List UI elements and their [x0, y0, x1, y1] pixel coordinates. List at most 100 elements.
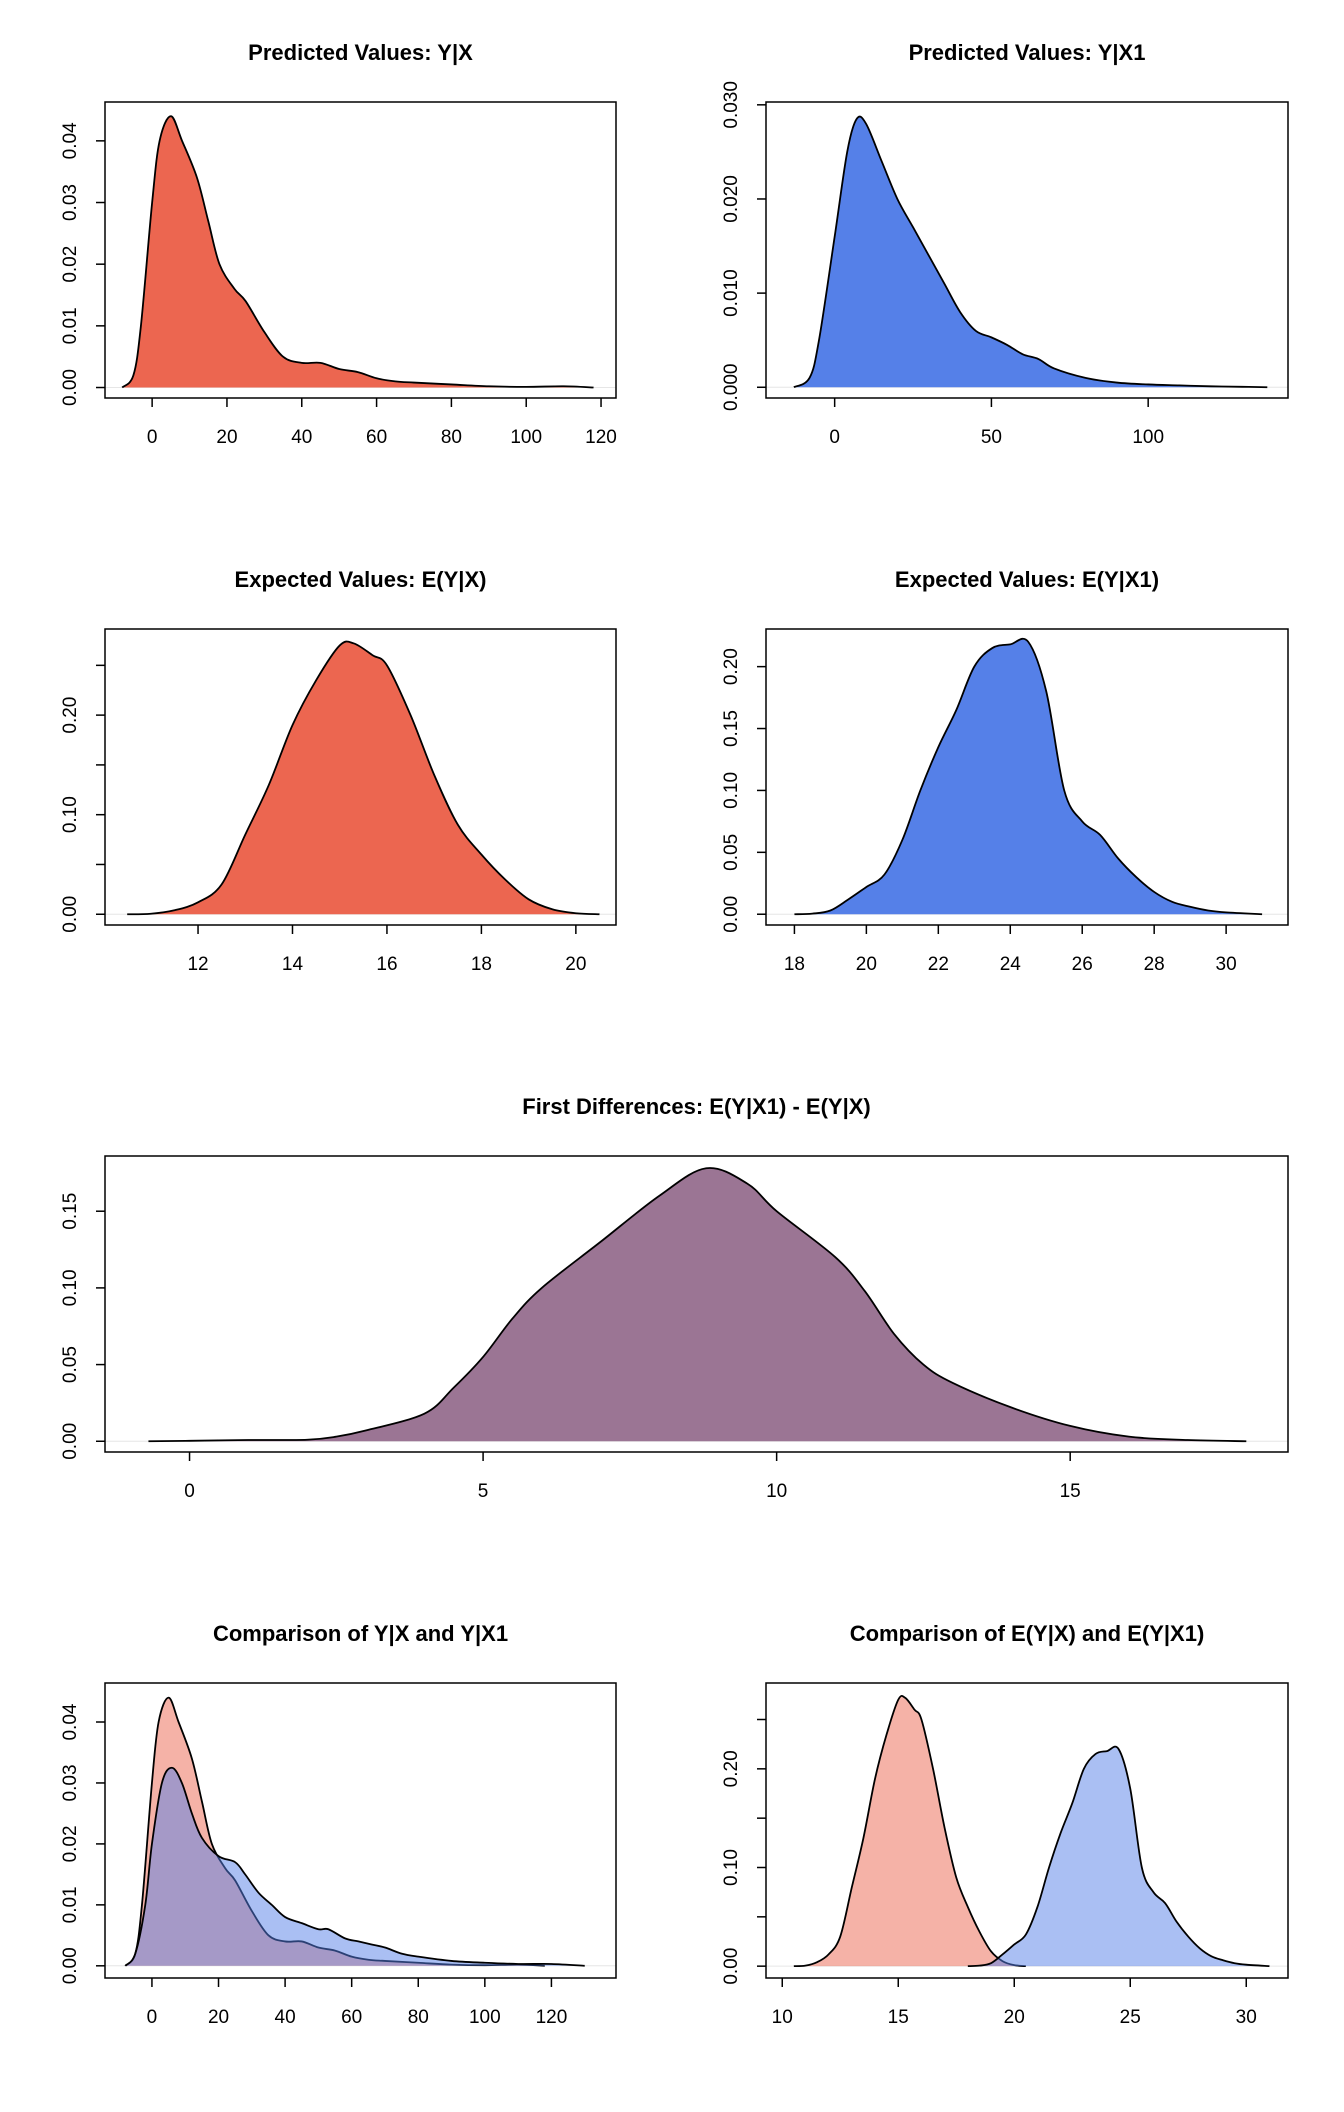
density-line	[793, 115, 1268, 389]
y-tick-label: 0.20	[60, 697, 81, 734]
density-area	[127, 641, 600, 915]
y-tick-label: 0.10	[60, 1269, 81, 1306]
density-line	[124, 1766, 585, 1967]
x-tick-label: 5	[478, 1481, 489, 1502]
plot-box	[104, 628, 617, 926]
x-tick-label: 20	[856, 954, 877, 975]
chart-title: Expected Values: E(Y|X1)	[895, 567, 1159, 592]
density-area	[148, 1168, 1247, 1442]
chart-title: Expected Values: E(Y|X)	[235, 567, 487, 592]
x-tick-label: 50	[981, 427, 1002, 448]
y-tick-label: 0.15	[721, 710, 742, 747]
x-tick-label: 15	[1060, 1481, 1081, 1502]
x-tick-label: 100	[510, 427, 542, 448]
x-tick-label: 10	[766, 1481, 787, 1502]
x-tick-label: 20	[208, 2007, 229, 2028]
x-tick-label: 14	[282, 954, 304, 975]
x-tick-label: 20	[565, 954, 586, 975]
density-line	[121, 115, 594, 389]
y-tick-label: 0.03	[60, 1764, 81, 1801]
y-tick-label: 0.05	[60, 1346, 81, 1383]
x-tick-label: 16	[376, 954, 397, 975]
plot-box	[765, 1682, 1289, 1979]
x-tick-label: 0	[147, 2007, 158, 2028]
chart-title: Predicted Values: Y|X	[248, 40, 473, 65]
density-line	[967, 1745, 1270, 1968]
density-area	[122, 116, 594, 388]
x-tick-label: 60	[341, 2007, 362, 2028]
x-tick-label: 0	[184, 1481, 195, 1502]
x-tick-label: 0	[147, 427, 158, 448]
y-tick-label: 0.030	[721, 81, 742, 129]
x-tick-label: 26	[1072, 954, 1093, 975]
x-tick-label: 18	[784, 954, 805, 975]
y-tick-label: 0.00	[721, 896, 742, 933]
y-tick-label: 0.00	[60, 896, 81, 933]
x-tick-label: 80	[408, 2007, 429, 2028]
panel: Expected Values: E(Y|X1) 18 20 22 24 26 28 30 0.…	[721, 567, 1289, 975]
y-tick-label: 0.02	[60, 1825, 81, 1862]
x-tick-label: 100	[1132, 427, 1164, 448]
y-tick-label: 0.01	[60, 1886, 81, 1923]
density-line	[793, 1695, 1026, 1968]
y-tick-label: 0.04	[60, 122, 81, 159]
x-tick-label: 40	[275, 2007, 296, 2028]
x-tick-label: 10	[772, 2007, 793, 2028]
y-tick-label: 0.00	[60, 1947, 81, 1984]
y-tick-label: 0.02	[60, 246, 81, 283]
plot-box	[104, 1682, 617, 1979]
x-tick-label: 28	[1144, 954, 1165, 975]
x-tick-label: 15	[888, 2007, 909, 2028]
y-tick-label: 0.10	[60, 796, 81, 833]
y-tick-label: 0.10	[721, 1849, 742, 1886]
x-tick-label: 18	[471, 954, 492, 975]
density-area	[125, 1767, 585, 1966]
x-tick-label: 40	[291, 427, 312, 448]
plot-box	[104, 1155, 1289, 1453]
x-tick-label: 20	[1004, 2007, 1025, 2028]
panel: Predicted Values: Y|X1 0 50 100 0.000 0.010 0.…	[721, 40, 1289, 448]
chart-title: Comparison of Y|X and Y|X1	[213, 1621, 508, 1646]
y-tick-label: 0.04	[60, 1703, 81, 1740]
density-line	[127, 640, 600, 916]
panel: Comparison of Y|X and Y|X1 0 20 40 60 80 100 12…	[60, 1621, 617, 2028]
y-tick-label: 0.01	[60, 307, 81, 344]
density-area	[967, 1746, 1270, 1967]
panel: Expected Values: E(Y|X) 12 14 16 18 20 0.00 0.1…	[60, 567, 617, 975]
density-area	[793, 116, 1268, 388]
x-tick-label: 30	[1216, 954, 1237, 975]
panel: Comparison of E(Y|X) and E(Y|X1) 10 15 20 25…	[721, 1621, 1289, 2028]
plot-box	[765, 628, 1289, 926]
density-area	[793, 1695, 1026, 1967]
y-tick-label: 0.010	[721, 269, 742, 317]
x-tick-label: 60	[366, 427, 387, 448]
x-tick-label: 120	[585, 427, 617, 448]
y-tick-label: 0.00	[721, 1948, 742, 1985]
y-tick-label: 0.03	[60, 184, 81, 221]
x-tick-label: 25	[1120, 2007, 1141, 2028]
x-tick-label: 22	[928, 954, 949, 975]
panel: First Differences: E(Y|X1) - E(Y|X) 0 5 10 1…	[60, 1094, 1289, 1502]
chart-title: Predicted Values: Y|X1	[909, 40, 1146, 65]
x-tick-label: 30	[1236, 2007, 1257, 2028]
x-tick-label: 100	[469, 2007, 501, 2028]
y-tick-label: 0.020	[721, 175, 742, 223]
y-tick-label: 0.20	[721, 648, 742, 685]
x-tick-label: 20	[216, 427, 237, 448]
density-line	[148, 1167, 1247, 1443]
y-tick-label: 0.20	[721, 1750, 742, 1787]
x-tick-label: 0	[829, 427, 840, 448]
panel: Predicted Values: Y|X 0 20 40 60 80 100 120 0.00…	[60, 40, 617, 448]
x-tick-label: 120	[536, 2007, 568, 2028]
density-line	[794, 637, 1263, 916]
plot-box	[104, 101, 617, 399]
chart-title: First Differences: E(Y|X1) - E(Y|X)	[522, 1094, 871, 1119]
y-tick-label: 0.00	[60, 369, 81, 406]
plot-box	[765, 101, 1289, 399]
chart-title: Comparison of E(Y|X) and E(Y|X1)	[850, 1621, 1205, 1646]
y-tick-label: 0.10	[721, 772, 742, 809]
y-tick-label: 0.00	[60, 1423, 81, 1460]
y-tick-label: 0.05	[721, 834, 742, 871]
